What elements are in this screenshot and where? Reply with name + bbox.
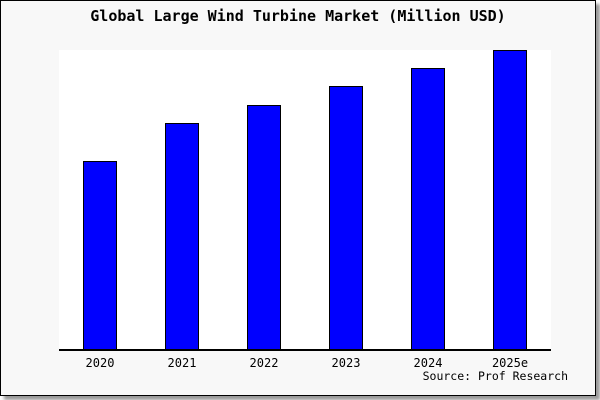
x-tick-2023: 2023 [331, 356, 361, 370]
bar-slot-2025e [469, 50, 551, 349]
x-tick-2025e: 2025e [491, 356, 529, 370]
bar-2022 [247, 104, 281, 349]
chart-title: Global Large Wind Turbine Market (Millio… [90, 7, 506, 25]
bar-slot-2022 [223, 50, 305, 349]
x-axis-tick-labels: 2020 2021 2022 2023 2024 2025e [59, 356, 551, 370]
bar-2024 [411, 67, 445, 349]
bar-slot-2020 [59, 50, 141, 349]
bar-2025e [493, 50, 527, 349]
x-tick-2021: 2021 [167, 356, 197, 370]
bars-container [59, 50, 551, 349]
source-note: Source: Prof Research [422, 369, 568, 383]
bar-2023 [329, 85, 363, 349]
plot-area [59, 50, 551, 351]
x-tick-2022: 2022 [249, 356, 279, 370]
x-tick-2024: 2024 [413, 356, 443, 370]
bar-slot-2024 [387, 50, 469, 349]
bar-slot-2023 [305, 50, 387, 349]
bar-2020 [83, 160, 117, 349]
bar-slot-2021 [141, 50, 223, 349]
x-tick-2020: 2020 [85, 356, 115, 370]
bar-2021 [165, 122, 199, 349]
